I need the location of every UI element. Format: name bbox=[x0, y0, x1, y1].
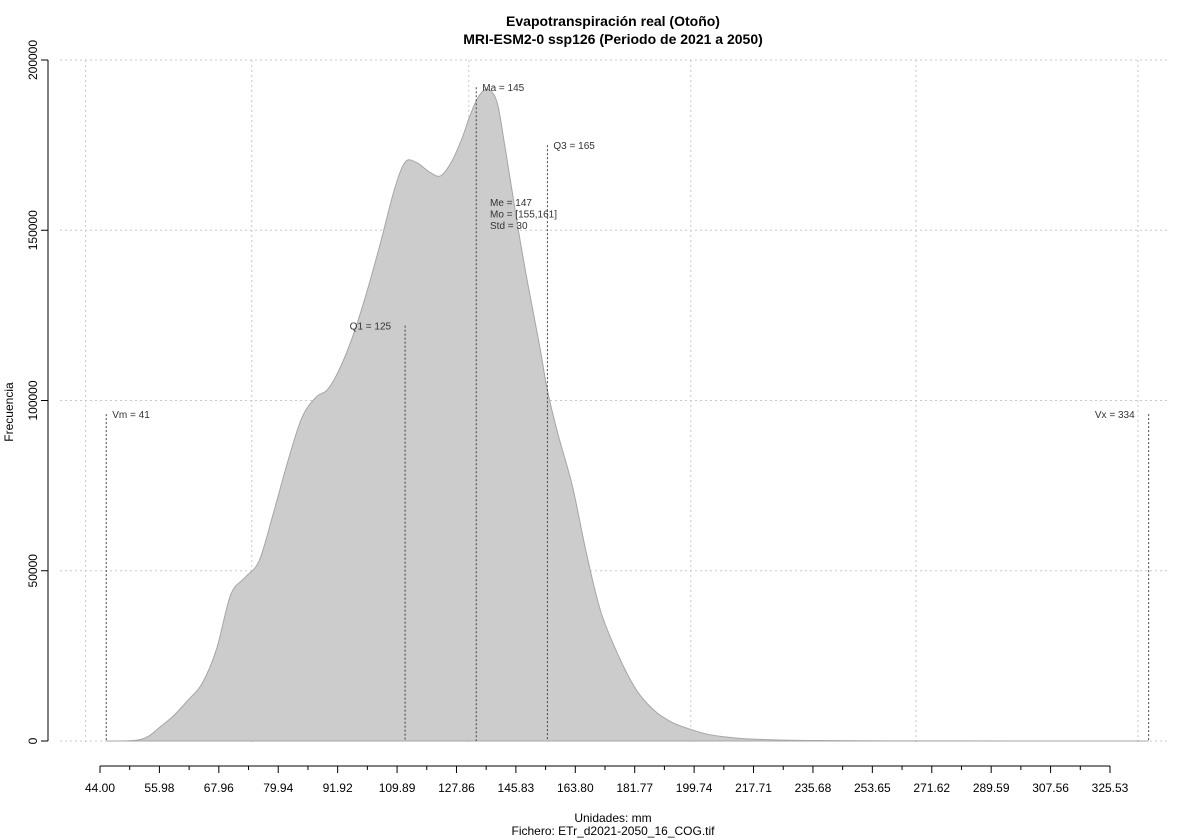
x-tick-label: 163.80 bbox=[557, 781, 594, 795]
y-tick-label: 50000 bbox=[26, 554, 40, 588]
reference-lines: Vm = 41 Q1 = 125 Ma = 145 Q3 = 165 Vx = 334 bbox=[105, 83, 1150, 741]
x-tick-label: 253.65 bbox=[854, 781, 891, 795]
density-area bbox=[106, 88, 1149, 742]
x-axis: 44.00 55.98 67.96 79.94 91.92 109.89 127.86 145… bbox=[85, 765, 1129, 795]
stats-line: Std = 30 bbox=[490, 221, 528, 232]
x-tick-label: 44.00 bbox=[85, 781, 115, 795]
x-tick-label: 289.59 bbox=[973, 781, 1010, 795]
reference-label: Q1 = 125 bbox=[350, 322, 392, 333]
x-tick-label: 91.92 bbox=[323, 781, 353, 795]
x-tick-label: 217.71 bbox=[735, 781, 772, 795]
x-tick-label: 67.96 bbox=[204, 781, 234, 795]
x-tick-label: 271.62 bbox=[913, 781, 950, 795]
reference-label: Ma = 145 bbox=[482, 83, 524, 94]
y-tick-label: 200000 bbox=[26, 40, 40, 80]
x-tick-label: 109.89 bbox=[379, 781, 416, 795]
y-axis: 0 50000 100000 150000 200000 bbox=[26, 40, 49, 744]
x-tick-label: 235.68 bbox=[795, 781, 832, 795]
x-tick-label: 127.86 bbox=[438, 781, 475, 795]
x-tick-label: 145.83 bbox=[498, 781, 535, 795]
reference-label: Vm = 41 bbox=[112, 410, 150, 421]
chart-subtitle: MRI-ESM2-0 ssp126 (Periodo de 2021 a 205… bbox=[463, 31, 763, 47]
stats-line: Me = 147 bbox=[490, 198, 532, 209]
x-tick-label: 307.56 bbox=[1032, 781, 1069, 795]
y-axis-label: Frecuencia bbox=[2, 382, 16, 442]
y-tick-label: 150000 bbox=[26, 210, 40, 250]
chart-title: Evapotranspiración real (Otoño) bbox=[506, 13, 720, 29]
stats-line: Mo = [155,161] bbox=[490, 210, 557, 221]
reference-label: Vx = 334 bbox=[1095, 410, 1135, 421]
x-tick-label: 55.98 bbox=[144, 781, 174, 795]
x-tick-label: 79.94 bbox=[263, 781, 293, 795]
file-caption: Fichero: ETr_d2021-2050_16_COG.tif bbox=[512, 824, 716, 838]
x-tick-label: 199.74 bbox=[676, 781, 713, 795]
x-tick-label: 325.53 bbox=[1092, 781, 1129, 795]
reference-label: Q3 = 165 bbox=[553, 141, 595, 152]
y-tick-label: 0 bbox=[26, 737, 40, 744]
x-tick-label: 181.77 bbox=[616, 781, 653, 795]
y-tick-label: 100000 bbox=[26, 380, 40, 420]
x-axis-label: Unidades: mm bbox=[574, 811, 651, 825]
